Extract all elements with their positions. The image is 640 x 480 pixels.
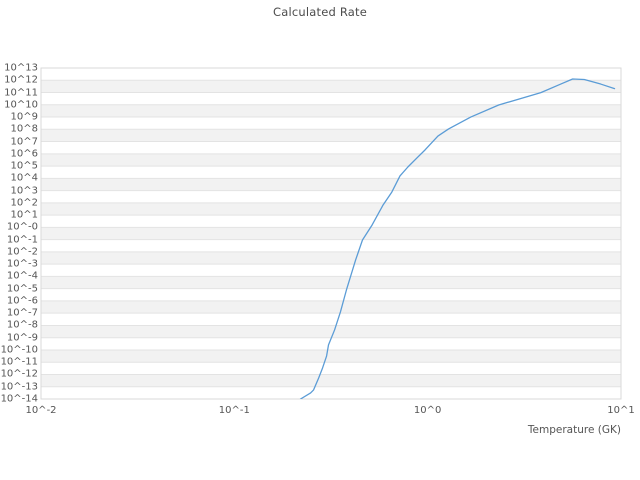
y-tick-label: 10^-6 <box>6 295 38 307</box>
decade-band <box>41 80 621 93</box>
y-tick-label: 10^-3 <box>6 258 38 270</box>
decade-band <box>41 129 621 142</box>
decade-band <box>41 153 621 167</box>
x-tick-label: 10^1 <box>607 405 635 416</box>
y-tick-label: 10^-9 <box>6 332 38 344</box>
y-tick-label: 10^-13 <box>0 381 38 393</box>
y-tick-label: 10^-4 <box>6 270 38 282</box>
decade-band <box>41 276 621 289</box>
y-tick-label: 10^4 <box>10 172 38 184</box>
y-tick-label: 10^-0 <box>6 221 38 233</box>
decade-band <box>41 251 621 265</box>
y-tick-label: 10^-8 <box>6 319 38 331</box>
decade-band <box>41 349 621 363</box>
y-tick-label: 10^8 <box>10 123 38 135</box>
y-tick-label: 10^-14 <box>0 393 38 405</box>
y-tick-label: 10^-2 <box>6 246 38 258</box>
decade-band <box>41 104 621 118</box>
decade-band <box>41 178 621 191</box>
y-tick-label: 10^12 <box>4 74 38 86</box>
y-tick-label: 10^11 <box>4 87 38 99</box>
decade-band <box>41 374 621 387</box>
y-tick-label: 10^3 <box>10 185 38 197</box>
x-axis-title: Temperature (GK) <box>527 424 621 436</box>
y-tick-label: 10^5 <box>10 160 38 172</box>
y-tick-label: 10^2 <box>10 197 38 209</box>
y-tick-label: 10^1 <box>10 209 38 221</box>
y-tick-label: 10^7 <box>10 136 38 148</box>
x-tick-label: 10^-1 <box>218 405 250 416</box>
y-tick-label: 10^-11 <box>0 356 38 368</box>
y-tick-label: 10^9 <box>10 111 38 123</box>
calculated-rate-curve <box>299 78 616 399</box>
x-tick-label: 10^-2 <box>25 405 57 416</box>
x-tick-label: 10^0 <box>413 405 442 416</box>
decade-band <box>41 202 621 216</box>
y-tick-label: 10^-7 <box>6 307 38 319</box>
y-tick-label: 10^-12 <box>0 368 38 380</box>
y-tick-label: 10^10 <box>4 99 38 111</box>
decade-band <box>41 300 621 314</box>
y-tick-label: 10^-10 <box>0 344 38 356</box>
decade-band <box>41 325 621 338</box>
decade-band <box>41 227 621 240</box>
y-tick-label: 10^-5 <box>6 283 38 295</box>
plot-border <box>40 67 622 400</box>
y-tick-label: 10^-1 <box>6 234 38 246</box>
y-tick-label: 10^6 <box>10 148 38 160</box>
y-tick-label: 10^13 <box>4 62 38 74</box>
chart-title: Calculated Rate <box>272 5 368 19</box>
